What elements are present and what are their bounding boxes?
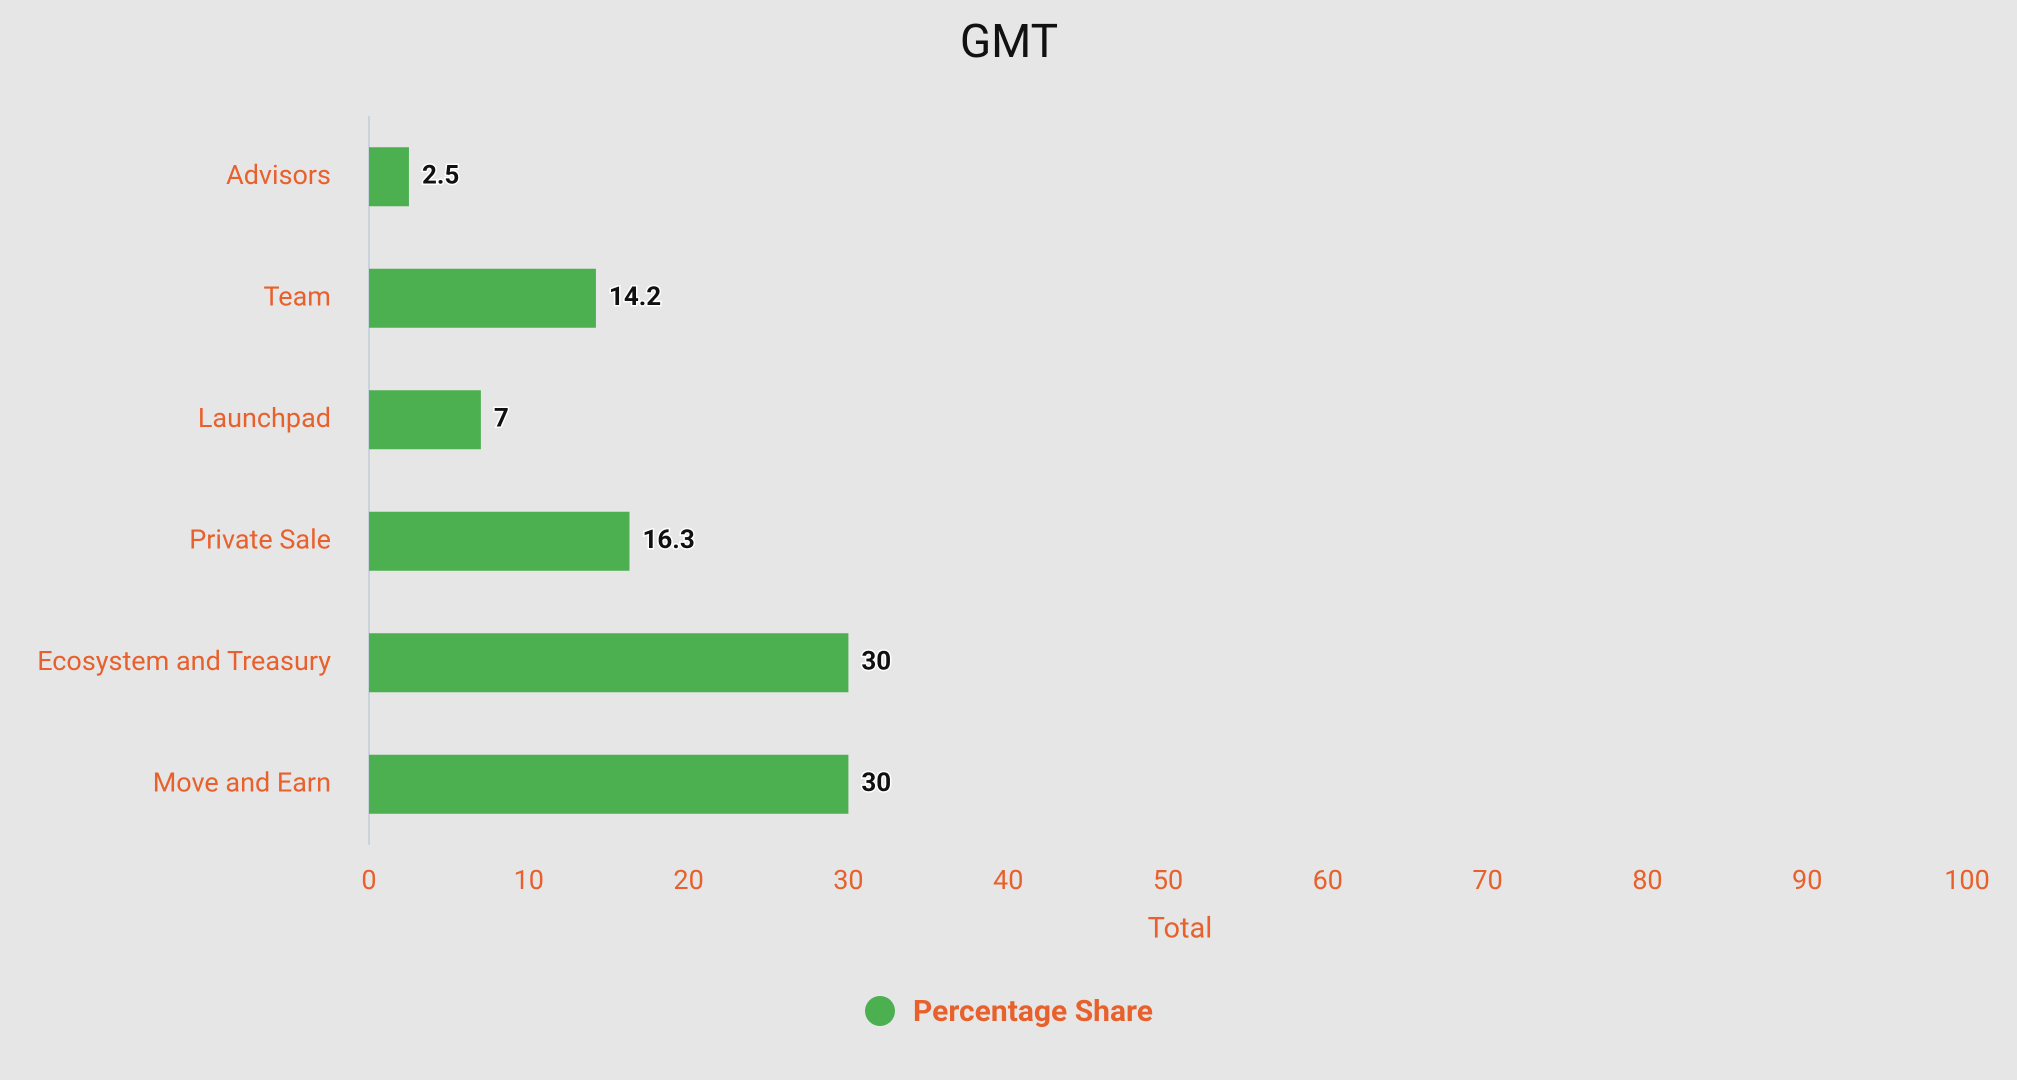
bar <box>369 633 849 693</box>
value-label: 2.5 <box>422 161 459 191</box>
y-tick-label: Advisors <box>226 159 331 191</box>
bar <box>369 268 596 328</box>
x-tick-label: 20 <box>673 864 703 896</box>
bar <box>369 147 409 207</box>
bar <box>369 511 630 571</box>
x-tick-label: 70 <box>1472 864 1502 896</box>
x-tick-label: 100 <box>1944 864 1990 896</box>
value-label: 30 <box>861 768 891 798</box>
bar <box>369 390 481 450</box>
x-tick-label: 40 <box>993 864 1023 896</box>
x-tick-label: 90 <box>1792 864 1822 896</box>
y-tick-label: Launchpad <box>198 402 331 434</box>
y-tick-label: Ecosystem and Treasury <box>37 645 331 677</box>
y-tick-label: Private Sale <box>189 523 331 555</box>
x-tick-label: 50 <box>1153 864 1183 896</box>
value-label: 14.2 <box>609 282 661 312</box>
chart-title: GMT <box>960 15 1058 69</box>
x-tick-label: 80 <box>1632 864 1662 896</box>
value-label: 16.3 <box>642 525 694 555</box>
value-label: 7 <box>494 404 509 434</box>
x-tick-label: 60 <box>1313 864 1343 896</box>
x-tick-label: 0 <box>361 864 376 896</box>
y-tick-label: Team <box>264 280 332 312</box>
y-tick-label: Move and Earn <box>153 766 331 798</box>
legend-label: Percentage Share <box>913 994 1153 1029</box>
x-tick-label: 30 <box>833 864 863 896</box>
x-axis-title: Total <box>1148 912 1213 946</box>
x-tick-label: 10 <box>514 864 544 896</box>
value-label: 30 <box>861 647 891 677</box>
legend-marker <box>865 996 895 1026</box>
bar <box>369 754 849 814</box>
